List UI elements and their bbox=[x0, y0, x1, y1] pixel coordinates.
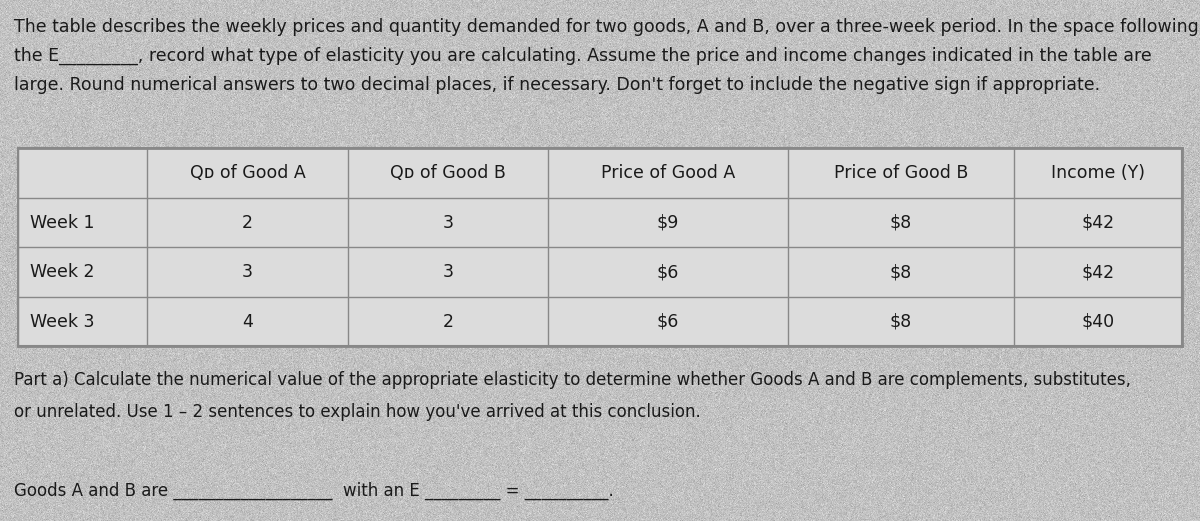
Text: 4: 4 bbox=[242, 313, 253, 331]
Text: The table describes the weekly prices and quantity demanded for two goods, A and: The table describes the weekly prices an… bbox=[14, 18, 1199, 36]
Text: $6: $6 bbox=[656, 263, 679, 281]
Text: Week 3: Week 3 bbox=[30, 313, 95, 331]
FancyBboxPatch shape bbox=[18, 148, 1182, 346]
Text: $42: $42 bbox=[1081, 263, 1115, 281]
Text: $9: $9 bbox=[656, 214, 679, 232]
Text: Part a) Calculate the numerical value of the appropriate elasticity to determine: Part a) Calculate the numerical value of… bbox=[14, 371, 1132, 390]
Text: $8: $8 bbox=[889, 263, 912, 281]
Text: Price of Good B: Price of Good B bbox=[834, 164, 968, 182]
Text: the E_________, record what type of elasticity you are calculating. Assume the p: the E_________, record what type of elas… bbox=[14, 47, 1152, 65]
Text: 2: 2 bbox=[443, 313, 454, 331]
Text: large. Round numerical answers to two decimal places, if necessary. Don't forget: large. Round numerical answers to two de… bbox=[14, 76, 1100, 94]
Text: Week 2: Week 2 bbox=[30, 263, 95, 281]
Text: Week 1: Week 1 bbox=[30, 214, 95, 232]
Text: $6: $6 bbox=[656, 313, 679, 331]
Text: 3: 3 bbox=[443, 263, 454, 281]
Text: 3: 3 bbox=[242, 263, 253, 281]
Text: Income (Y): Income (Y) bbox=[1051, 164, 1145, 182]
Text: Qᴅ of Good A: Qᴅ of Good A bbox=[190, 164, 306, 182]
Text: or unrelated. Use 1 – 2 sentences to explain how you've arrived at this conclusi: or unrelated. Use 1 – 2 sentences to exp… bbox=[14, 403, 701, 421]
Text: Price of Good A: Price of Good A bbox=[601, 164, 736, 182]
Text: $42: $42 bbox=[1081, 214, 1115, 232]
Text: 3: 3 bbox=[443, 214, 454, 232]
Text: $40: $40 bbox=[1081, 313, 1115, 331]
Text: $8: $8 bbox=[889, 313, 912, 331]
Text: $8: $8 bbox=[889, 214, 912, 232]
Text: Goods A and B are ___________________  with an E _________ = __________.: Goods A and B are ___________________ wi… bbox=[14, 482, 614, 500]
Text: 2: 2 bbox=[242, 214, 253, 232]
Text: Qᴅ of Good B: Qᴅ of Good B bbox=[390, 164, 506, 182]
